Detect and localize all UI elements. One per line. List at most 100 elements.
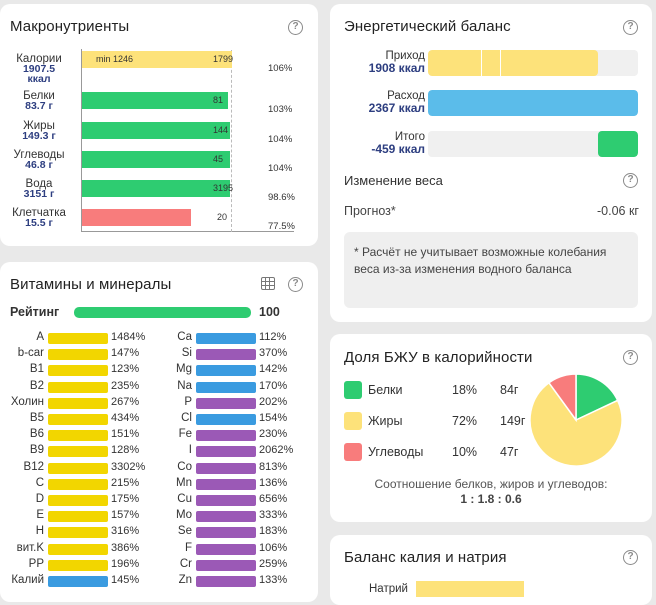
help-icon[interactable]: ?	[288, 277, 303, 292]
vitamin-name: B6	[29, 428, 44, 440]
macro-bar-fill	[82, 51, 232, 68]
vitamin-percent: 267%	[111, 396, 140, 408]
vitamin-name: A	[36, 331, 44, 343]
vitamin-name: вит.K	[16, 542, 44, 554]
help-icon[interactable]: ?	[623, 550, 638, 565]
legend-percent: 10%	[452, 445, 478, 459]
macro-name: Вода	[25, 178, 53, 190]
vitamin-bar	[48, 382, 108, 393]
vitamin-name: D	[35, 493, 44, 505]
pie-slice-0	[575, 373, 619, 422]
mineral-percent: 656%	[259, 493, 288, 505]
vitamin-percent: 157%	[111, 509, 140, 521]
mineral-bar	[196, 398, 256, 409]
help-icon[interactable]: ?	[623, 173, 638, 188]
vitamin-name: B1	[29, 363, 44, 375]
energy-title: Энергетический баланс	[344, 18, 511, 35]
macro-target: 144	[213, 125, 229, 135]
macro-target: 45	[213, 154, 224, 164]
weight-note: * Расчёт не учитывает возможные колебани…	[344, 232, 638, 308]
rating-label: Рейтинг	[10, 305, 60, 319]
mineral-name: Zn	[178, 574, 192, 586]
potassium-title: Баланс калия и натрия	[344, 549, 507, 566]
forecast-label: Прогноз*	[344, 204, 396, 218]
vitamin-name: Холин	[10, 396, 44, 408]
mineral-bar	[196, 349, 256, 360]
vitamin-bar	[48, 560, 108, 571]
macro-bar-track	[82, 92, 258, 109]
table-icon[interactable]	[261, 277, 275, 290]
macro-bar-fill	[82, 92, 229, 109]
mineral-percent: 202%	[259, 396, 288, 408]
pie-slice-1	[529, 381, 623, 467]
mineral-bar	[196, 446, 256, 457]
macro-target: 20	[217, 212, 228, 222]
macro-bar-fill	[82, 180, 230, 197]
mineral-bar	[196, 479, 256, 490]
mineral-bar	[196, 365, 256, 376]
mineral-percent: 813%	[259, 461, 288, 473]
bju-title: Доля БЖУ в калорийности	[344, 349, 533, 366]
vitamin-bar	[48, 511, 108, 522]
vitamin-percent: 123%	[111, 363, 140, 375]
mineral-name: Si	[181, 347, 192, 359]
mineral-bar	[196, 511, 256, 522]
vitamin-percent: 434%	[111, 412, 140, 424]
vitamin-percent: 1484%	[111, 331, 146, 343]
mineral-percent: 136%	[259, 477, 288, 489]
vitamin-name: E	[36, 509, 44, 521]
mineral-name: Co	[177, 461, 192, 473]
macro-bar-track	[82, 122, 258, 139]
vitamin-percent: 175%	[111, 493, 140, 505]
energy-row-label: Приход	[385, 50, 425, 62]
energy-bar-track	[428, 90, 638, 116]
mineral-bar	[196, 414, 256, 425]
mineral-percent: 183%	[259, 525, 288, 537]
mineral-name: Ca	[177, 331, 192, 343]
vitamin-bar	[48, 479, 108, 490]
vitamin-bar	[48, 495, 108, 506]
macro-bar-fill	[82, 209, 192, 226]
mineral-name: Cr	[179, 558, 192, 570]
vitamin-percent: 196%	[111, 558, 140, 570]
chart-axis-vertical	[81, 49, 82, 232]
macro-name: Клетчатка	[12, 207, 66, 219]
macro-bar-fill	[82, 151, 230, 168]
mineral-bar	[196, 560, 256, 571]
mineral-bar	[196, 333, 256, 344]
vitamin-bar	[48, 576, 108, 587]
mineral-name: Mn	[176, 477, 192, 489]
help-icon[interactable]: ?	[288, 20, 303, 35]
vitamin-percent: 3302%	[111, 461, 146, 473]
macro-value: 149.3 г	[22, 130, 56, 142]
mineral-name: Cl	[181, 412, 192, 424]
forecast-value: -0.06 кг	[597, 204, 639, 218]
legend-swatch	[344, 412, 362, 430]
vitamin-percent: 145%	[111, 574, 140, 586]
vitamin-bar	[48, 446, 108, 457]
legend-name: Углеводы	[368, 445, 424, 459]
mineral-name: Se	[177, 525, 192, 537]
legend-name: Белки	[368, 383, 403, 397]
mineral-name: I	[188, 444, 192, 456]
mineral-bar	[196, 382, 256, 393]
help-icon[interactable]: ?	[623, 350, 638, 365]
mineral-bar	[196, 576, 256, 587]
macro-name: Жиры	[23, 120, 55, 132]
macro-target: 3195	[213, 183, 234, 193]
target-line	[231, 50, 232, 232]
vitamin-bar	[48, 527, 108, 538]
mineral-percent: 133%	[259, 574, 288, 586]
vitamin-percent: 215%	[111, 477, 140, 489]
macro-value: 15.5 г	[25, 217, 53, 229]
energy-bar-track	[428, 131, 638, 157]
mineral-name: F	[184, 542, 192, 554]
vitamin-percent: 151%	[111, 428, 140, 440]
vitamin-percent: 128%	[111, 444, 140, 456]
weight-note-text: * Расчёт не учитывает возможные колебани…	[354, 245, 607, 276]
help-icon[interactable]: ?	[623, 20, 638, 35]
macro-name: Белки	[23, 90, 55, 102]
legend-grams: 149г	[500, 414, 526, 428]
energy-row-label: Итого	[394, 131, 425, 143]
macro-percent: 106%	[268, 63, 293, 74]
